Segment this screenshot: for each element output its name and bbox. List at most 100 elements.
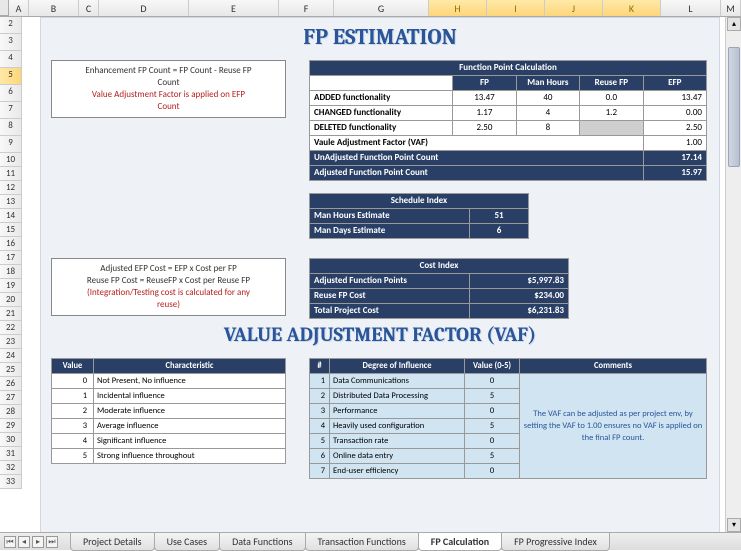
row-headers: 2345678910111213141516171819202122232425… xyxy=(0,17,22,489)
column-header-K[interactable]: K xyxy=(603,0,661,16)
row-header-11[interactable]: 11 xyxy=(0,167,22,181)
scroll-up-button[interactable]: ▴ xyxy=(727,17,741,31)
sheet-tab[interactable]: Data Functions xyxy=(219,533,305,551)
vaf-num: 2 xyxy=(310,389,330,404)
tab-nav-first[interactable]: ⏮ xyxy=(4,536,16,548)
sheet-tab[interactable]: Transaction Functions xyxy=(305,533,419,551)
vaf-score[interactable]: 5 xyxy=(465,389,520,404)
row-header-20[interactable]: 20 xyxy=(0,293,22,307)
vaf-score[interactable]: 0 xyxy=(465,374,520,389)
column-header-L[interactable]: L xyxy=(661,0,721,16)
row-header-23[interactable]: 23 xyxy=(0,335,22,349)
column-header-C[interactable]: C xyxy=(79,0,99,16)
vaf-num: 4 xyxy=(310,419,330,434)
sched-value: 6 xyxy=(470,224,529,239)
column-header-E[interactable]: E xyxy=(189,0,279,16)
row-header-31[interactable]: 31 xyxy=(0,447,22,461)
row-header-32[interactable]: 32 xyxy=(0,461,22,475)
vaf-degree: Distributed Data Processing xyxy=(330,389,465,404)
tab-nav-prev[interactable]: ◂ xyxy=(18,536,30,548)
vaf-num: 6 xyxy=(310,449,330,464)
vaf-degree: Performance xyxy=(330,404,465,419)
row-header-16[interactable]: 16 xyxy=(0,237,22,251)
row-header-13[interactable]: 13 xyxy=(0,195,22,209)
row-header-33[interactable]: 33 xyxy=(0,475,22,489)
row-header-12[interactable]: 12 xyxy=(0,181,22,195)
row-header-19[interactable]: 19 xyxy=(0,279,22,293)
row-header-26[interactable]: 26 xyxy=(0,377,22,391)
row-header-22[interactable]: 22 xyxy=(0,321,22,335)
sched-value: 51 xyxy=(470,209,529,224)
fpc-fp: 2.50 xyxy=(453,121,516,136)
tab-nav-next[interactable]: ▸ xyxy=(32,536,44,548)
row-header-8[interactable]: 8 xyxy=(0,119,22,136)
row-header-5[interactable]: 5 xyxy=(0,68,22,85)
row-header-15[interactable]: 15 xyxy=(0,223,22,237)
schedule-index-table: Schedule Index Man Hours Estimate51Man D… xyxy=(309,193,529,239)
column-header-I[interactable]: I xyxy=(487,0,545,16)
cost-value: $6,231.83 xyxy=(470,304,569,319)
vaf-value: 1.00 xyxy=(643,136,706,151)
vaf-degree: Data Communications xyxy=(330,374,465,389)
vaf-influence-table: # Degree of Influence Value (0-5) Commen… xyxy=(309,358,707,479)
row-header-9[interactable]: 9 xyxy=(0,136,22,153)
spreadsheet-grid[interactable]: FP ESTIMATION Enhancement FP Count = FP … xyxy=(22,17,741,532)
row-header-18[interactable]: 18 xyxy=(0,265,22,279)
select-all-corner[interactable] xyxy=(0,0,9,16)
vaf-value-num: 3 xyxy=(52,419,94,434)
column-header-G[interactable]: G xyxy=(334,0,429,16)
column-header-J[interactable]: J xyxy=(545,0,603,16)
row-header-6[interactable]: 6 xyxy=(0,85,22,102)
sheet-tab[interactable]: Use Cases xyxy=(154,533,220,551)
row-header-2[interactable]: 2 xyxy=(0,17,22,34)
column-header-D[interactable]: D xyxy=(99,0,189,16)
column-header-A[interactable]: A xyxy=(9,0,29,16)
row-header-3[interactable]: 3 xyxy=(0,34,22,51)
col-header: Value (0-5) xyxy=(465,359,520,374)
fpc-fp: 13.47 xyxy=(453,91,516,106)
scroll-thumb[interactable] xyxy=(728,47,740,167)
row-header-27[interactable]: 27 xyxy=(0,391,22,405)
col-header: # xyxy=(310,359,330,374)
row-header-28[interactable]: 28 xyxy=(0,405,22,419)
vaf-score[interactable]: 5 xyxy=(465,419,520,434)
row-header-24[interactable]: 24 xyxy=(0,349,22,363)
vaf-score[interactable]: 5 xyxy=(465,449,520,464)
column-header-F[interactable]: F xyxy=(279,0,334,16)
row-header-17[interactable]: 17 xyxy=(0,251,22,265)
column-header-M[interactable]: M xyxy=(721,0,741,16)
table-header: Cost Index xyxy=(310,259,569,274)
adjusted-label: Adjusted Function Point Count xyxy=(310,166,644,181)
unadjusted-label: UnAdjusted Function Point Count xyxy=(310,151,644,166)
sheet-tab[interactable]: FP Calculation xyxy=(418,533,502,551)
col-header: Value xyxy=(52,359,94,374)
scroll-down-button[interactable]: ▾ xyxy=(727,518,741,532)
column-header-B[interactable]: B xyxy=(29,0,79,16)
vaf-comment: The VAF can be adjusted as per project e… xyxy=(520,374,707,479)
vaf-score[interactable]: 0 xyxy=(465,434,520,449)
row-header-29[interactable]: 29 xyxy=(0,419,22,433)
column-headers: ABCDEFGHIJKLM xyxy=(0,0,741,17)
row-header-4[interactable]: 4 xyxy=(0,51,22,68)
row-header-14[interactable]: 14 xyxy=(0,209,22,223)
vaf-value-num: 2 xyxy=(52,404,94,419)
vaf-num: 5 xyxy=(310,434,330,449)
row-header-21[interactable]: 21 xyxy=(0,307,22,321)
fpc-col-header: Man Hours xyxy=(516,76,579,91)
row-header-10[interactable]: 10 xyxy=(0,153,22,167)
worksheet-background: FP ESTIMATION Enhancement FP Count = FP … xyxy=(40,17,720,532)
row-header-25[interactable]: 25 xyxy=(0,363,22,377)
vertical-scrollbar[interactable]: ▴ ▾ xyxy=(725,17,741,532)
table-header: Schedule Index xyxy=(310,194,529,209)
tab-nav-last[interactable]: ⏭ xyxy=(46,536,58,548)
sheet-tab[interactable]: FP Progressive Index xyxy=(501,533,610,551)
column-header-H[interactable]: H xyxy=(429,0,487,16)
vaf-label: Vaule Adjustment Factor (VAF) xyxy=(310,136,644,151)
vaf-score[interactable]: 0 xyxy=(465,404,520,419)
sheet-tab[interactable]: Project Details xyxy=(70,533,155,551)
row-header-30[interactable]: 30 xyxy=(0,433,22,447)
row-header-7[interactable]: 7 xyxy=(0,102,22,119)
vaf-characteristic: Not Present, No influence xyxy=(94,374,286,389)
note-text-red: Count xyxy=(158,101,180,112)
vaf-score[interactable]: 0 xyxy=(465,464,520,479)
